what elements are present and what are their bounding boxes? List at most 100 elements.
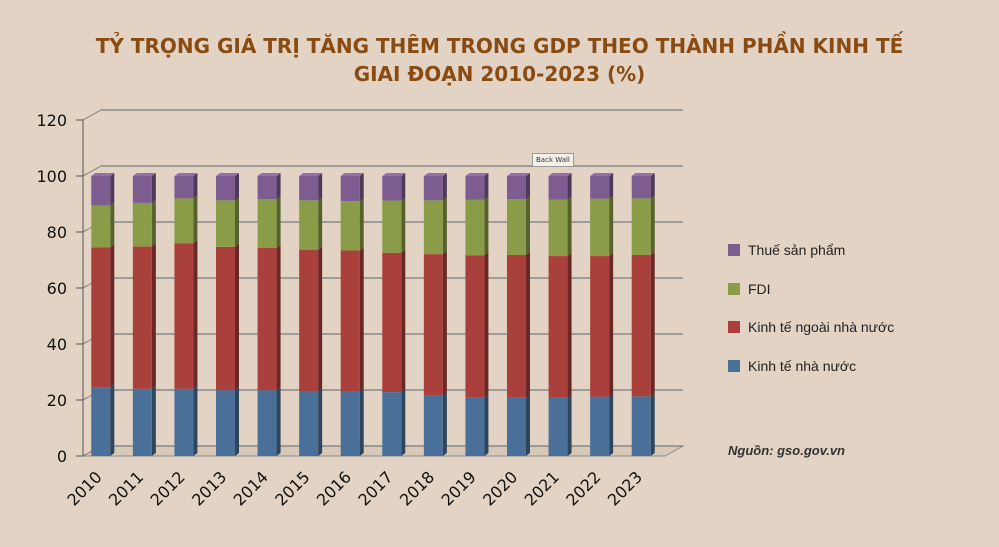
bar-2017-series-2-side bbox=[401, 197, 406, 253]
bar-2017-series-3 bbox=[382, 176, 402, 201]
bar-2013-series-0-side bbox=[235, 387, 239, 456]
bar-2023-series-2-side bbox=[650, 195, 655, 255]
legend-label-state: Kinh tế nhà nước bbox=[748, 357, 857, 374]
bar-2020-series-1-side bbox=[526, 251, 530, 398]
bar-2010-series-2 bbox=[91, 205, 111, 248]
bar-2012-series-2 bbox=[174, 198, 194, 244]
gridline-depth-100 bbox=[82, 165, 102, 177]
bar-2020-series-3-side bbox=[526, 173, 530, 200]
bar-2023-series-3-side bbox=[650, 173, 655, 199]
bar-2013-series-2 bbox=[216, 200, 235, 247]
bar-2011-series-1 bbox=[132, 246, 152, 389]
bar-2014-series-2-side bbox=[276, 196, 281, 248]
bar-2016-series-3-top bbox=[340, 173, 364, 176]
bar-2012-series-0-side bbox=[193, 385, 198, 456]
bar-2019-series-0 bbox=[465, 397, 485, 456]
y-tick-label-0: 0 bbox=[57, 447, 67, 466]
bar-2015-series-0 bbox=[299, 391, 319, 456]
bar-2012-series-3 bbox=[174, 176, 194, 199]
bar-2010-series-1-side bbox=[110, 244, 115, 388]
legend-label-tax: Thuế sản phẩm bbox=[748, 242, 846, 258]
bar-2016-series-1-side bbox=[359, 247, 364, 392]
y-tick-label-20: 20 bbox=[47, 391, 67, 410]
bar-2010-series-3-side bbox=[110, 173, 115, 206]
bar-2011-series-2 bbox=[132, 202, 152, 247]
legend-label-fdi: FDI bbox=[748, 280, 771, 297]
bar-2020-series-0-side bbox=[526, 394, 530, 456]
bar-2015-series-1 bbox=[299, 249, 319, 392]
bar-2013-series-2-side bbox=[235, 197, 239, 247]
bar-2014-series-1-side bbox=[276, 244, 281, 391]
bar-2023-series-3 bbox=[631, 176, 651, 199]
bar-2018-series-1 bbox=[423, 254, 443, 396]
y-tick-label-100: 100 bbox=[36, 167, 67, 186]
bar-2011-series-1-side bbox=[151, 243, 156, 389]
bar-2022-series-3-side bbox=[609, 173, 614, 199]
bar-2021-series-0 bbox=[548, 397, 568, 456]
bar-2022-series-1-side bbox=[609, 253, 614, 397]
bar-2018-series-3-side bbox=[442, 173, 447, 201]
x-tick-label-2011: 2011 bbox=[105, 467, 147, 509]
bar-2023-series-1 bbox=[631, 254, 651, 397]
bar-2015-series-1-side bbox=[318, 246, 323, 392]
legend-swatch-state bbox=[728, 359, 740, 372]
bar-2015-series-2-side bbox=[318, 197, 323, 250]
legend-swatch-tax bbox=[728, 244, 740, 256]
bar-2010-series-2-side bbox=[110, 202, 115, 248]
bar-2019-series-1 bbox=[465, 255, 485, 398]
bar-2010-series-3-top bbox=[91, 173, 115, 176]
y-tick-label-40: 40 bbox=[47, 335, 67, 354]
bars-layer bbox=[91, 173, 655, 456]
bar-2022-series-0 bbox=[590, 396, 610, 456]
bar-2022-series-3-top bbox=[590, 173, 614, 176]
bar-2023-series-0-side bbox=[650, 393, 655, 456]
chart-title: TỶ TRỌNG GIÁ TRỊ TĂNG THÊM TRONG GDP THE… bbox=[0, 32, 999, 88]
bar-2014-series-3 bbox=[257, 176, 277, 200]
legend-item-fdi: FDI bbox=[728, 279, 894, 299]
legend-swatch-fdi bbox=[728, 282, 740, 295]
bar-2011-series-3-side bbox=[151, 173, 156, 203]
y-tick-label-80: 80 bbox=[47, 223, 67, 242]
x-tick-label-2010: 2010 bbox=[63, 467, 105, 509]
legend-label-non-state: Kinh tế ngoài nhà nước bbox=[748, 319, 895, 335]
bar-2015-series-3-side bbox=[318, 173, 323, 201]
bar-2012-series-3-top bbox=[174, 173, 198, 176]
x-tick-label-2022: 2022 bbox=[562, 467, 604, 509]
bar-2023-series-1-side bbox=[650, 251, 655, 397]
bar-2021-series-2 bbox=[548, 199, 568, 257]
bar-2017-series-2 bbox=[382, 200, 402, 253]
chart-title-line-2: GIAI ĐOẠN 2010-2023 (%) bbox=[353, 62, 646, 86]
bar-2020-series-2 bbox=[507, 199, 526, 255]
bar-2019-series-3-top bbox=[465, 173, 489, 176]
bar-2013-series-3-top bbox=[216, 173, 239, 176]
bar-2020-series-3 bbox=[507, 176, 526, 200]
bar-2022-series-0-side bbox=[609, 393, 614, 456]
bar-2016-series-3-side bbox=[359, 173, 364, 202]
x-tick-label-2012: 2012 bbox=[147, 467, 189, 509]
x-tick-label-2023: 2023 bbox=[604, 467, 646, 509]
bar-2020-series-1 bbox=[507, 254, 526, 398]
bar-2022-series-1 bbox=[590, 256, 610, 397]
gridline-depth-120 bbox=[82, 109, 102, 121]
bar-2016-series-2 bbox=[340, 201, 360, 251]
legend-item-non-state: Kinh tế ngoài nhà nước bbox=[728, 317, 894, 337]
bar-2013-series-3-side bbox=[235, 173, 239, 201]
bar-2021-series-2-side bbox=[567, 196, 572, 257]
bar-2015-series-3-top bbox=[299, 173, 323, 176]
bar-2017-series-1 bbox=[382, 252, 402, 393]
bar-2022-series-2-side bbox=[609, 195, 614, 257]
bar-2019-series-3 bbox=[465, 176, 485, 200]
x-tick-label-2021: 2021 bbox=[521, 467, 563, 509]
bar-2023-series-2 bbox=[631, 198, 651, 255]
bar-2012-series-3-side bbox=[193, 173, 198, 199]
bar-2015-series-3 bbox=[299, 176, 319, 201]
bar-2019-series-0-side bbox=[484, 394, 489, 456]
bar-2018-series-2-side bbox=[442, 197, 447, 255]
bar-2014-series-0 bbox=[257, 390, 277, 456]
bar-2018-series-3 bbox=[423, 176, 443, 201]
bar-2020-series-0 bbox=[507, 397, 526, 456]
bar-2019-series-2 bbox=[465, 199, 485, 256]
bar-2017-series-3-side bbox=[401, 173, 406, 201]
bar-2020-series-3-top bbox=[507, 173, 530, 176]
legend-item-tax: Thuế sản phẩm bbox=[728, 240, 894, 260]
